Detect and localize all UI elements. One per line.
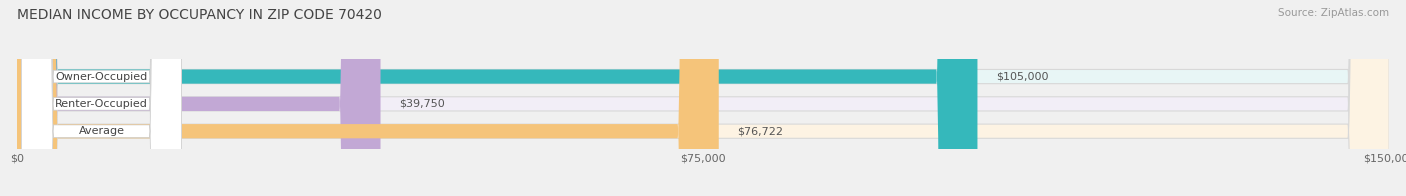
Text: $76,722: $76,722 (737, 126, 783, 136)
Text: Source: ZipAtlas.com: Source: ZipAtlas.com (1278, 8, 1389, 18)
FancyBboxPatch shape (21, 0, 181, 196)
Text: Average: Average (79, 126, 125, 136)
FancyBboxPatch shape (17, 0, 1389, 196)
Text: $39,750: $39,750 (399, 99, 444, 109)
FancyBboxPatch shape (17, 0, 718, 196)
FancyBboxPatch shape (21, 0, 181, 196)
Text: Renter-Occupied: Renter-Occupied (55, 99, 148, 109)
FancyBboxPatch shape (17, 0, 1389, 196)
Text: Owner-Occupied: Owner-Occupied (55, 72, 148, 82)
FancyBboxPatch shape (17, 0, 1389, 196)
FancyBboxPatch shape (21, 0, 181, 196)
Text: MEDIAN INCOME BY OCCUPANCY IN ZIP CODE 70420: MEDIAN INCOME BY OCCUPANCY IN ZIP CODE 7… (17, 8, 382, 22)
FancyBboxPatch shape (17, 0, 977, 196)
FancyBboxPatch shape (17, 0, 381, 196)
Text: $105,000: $105,000 (995, 72, 1049, 82)
